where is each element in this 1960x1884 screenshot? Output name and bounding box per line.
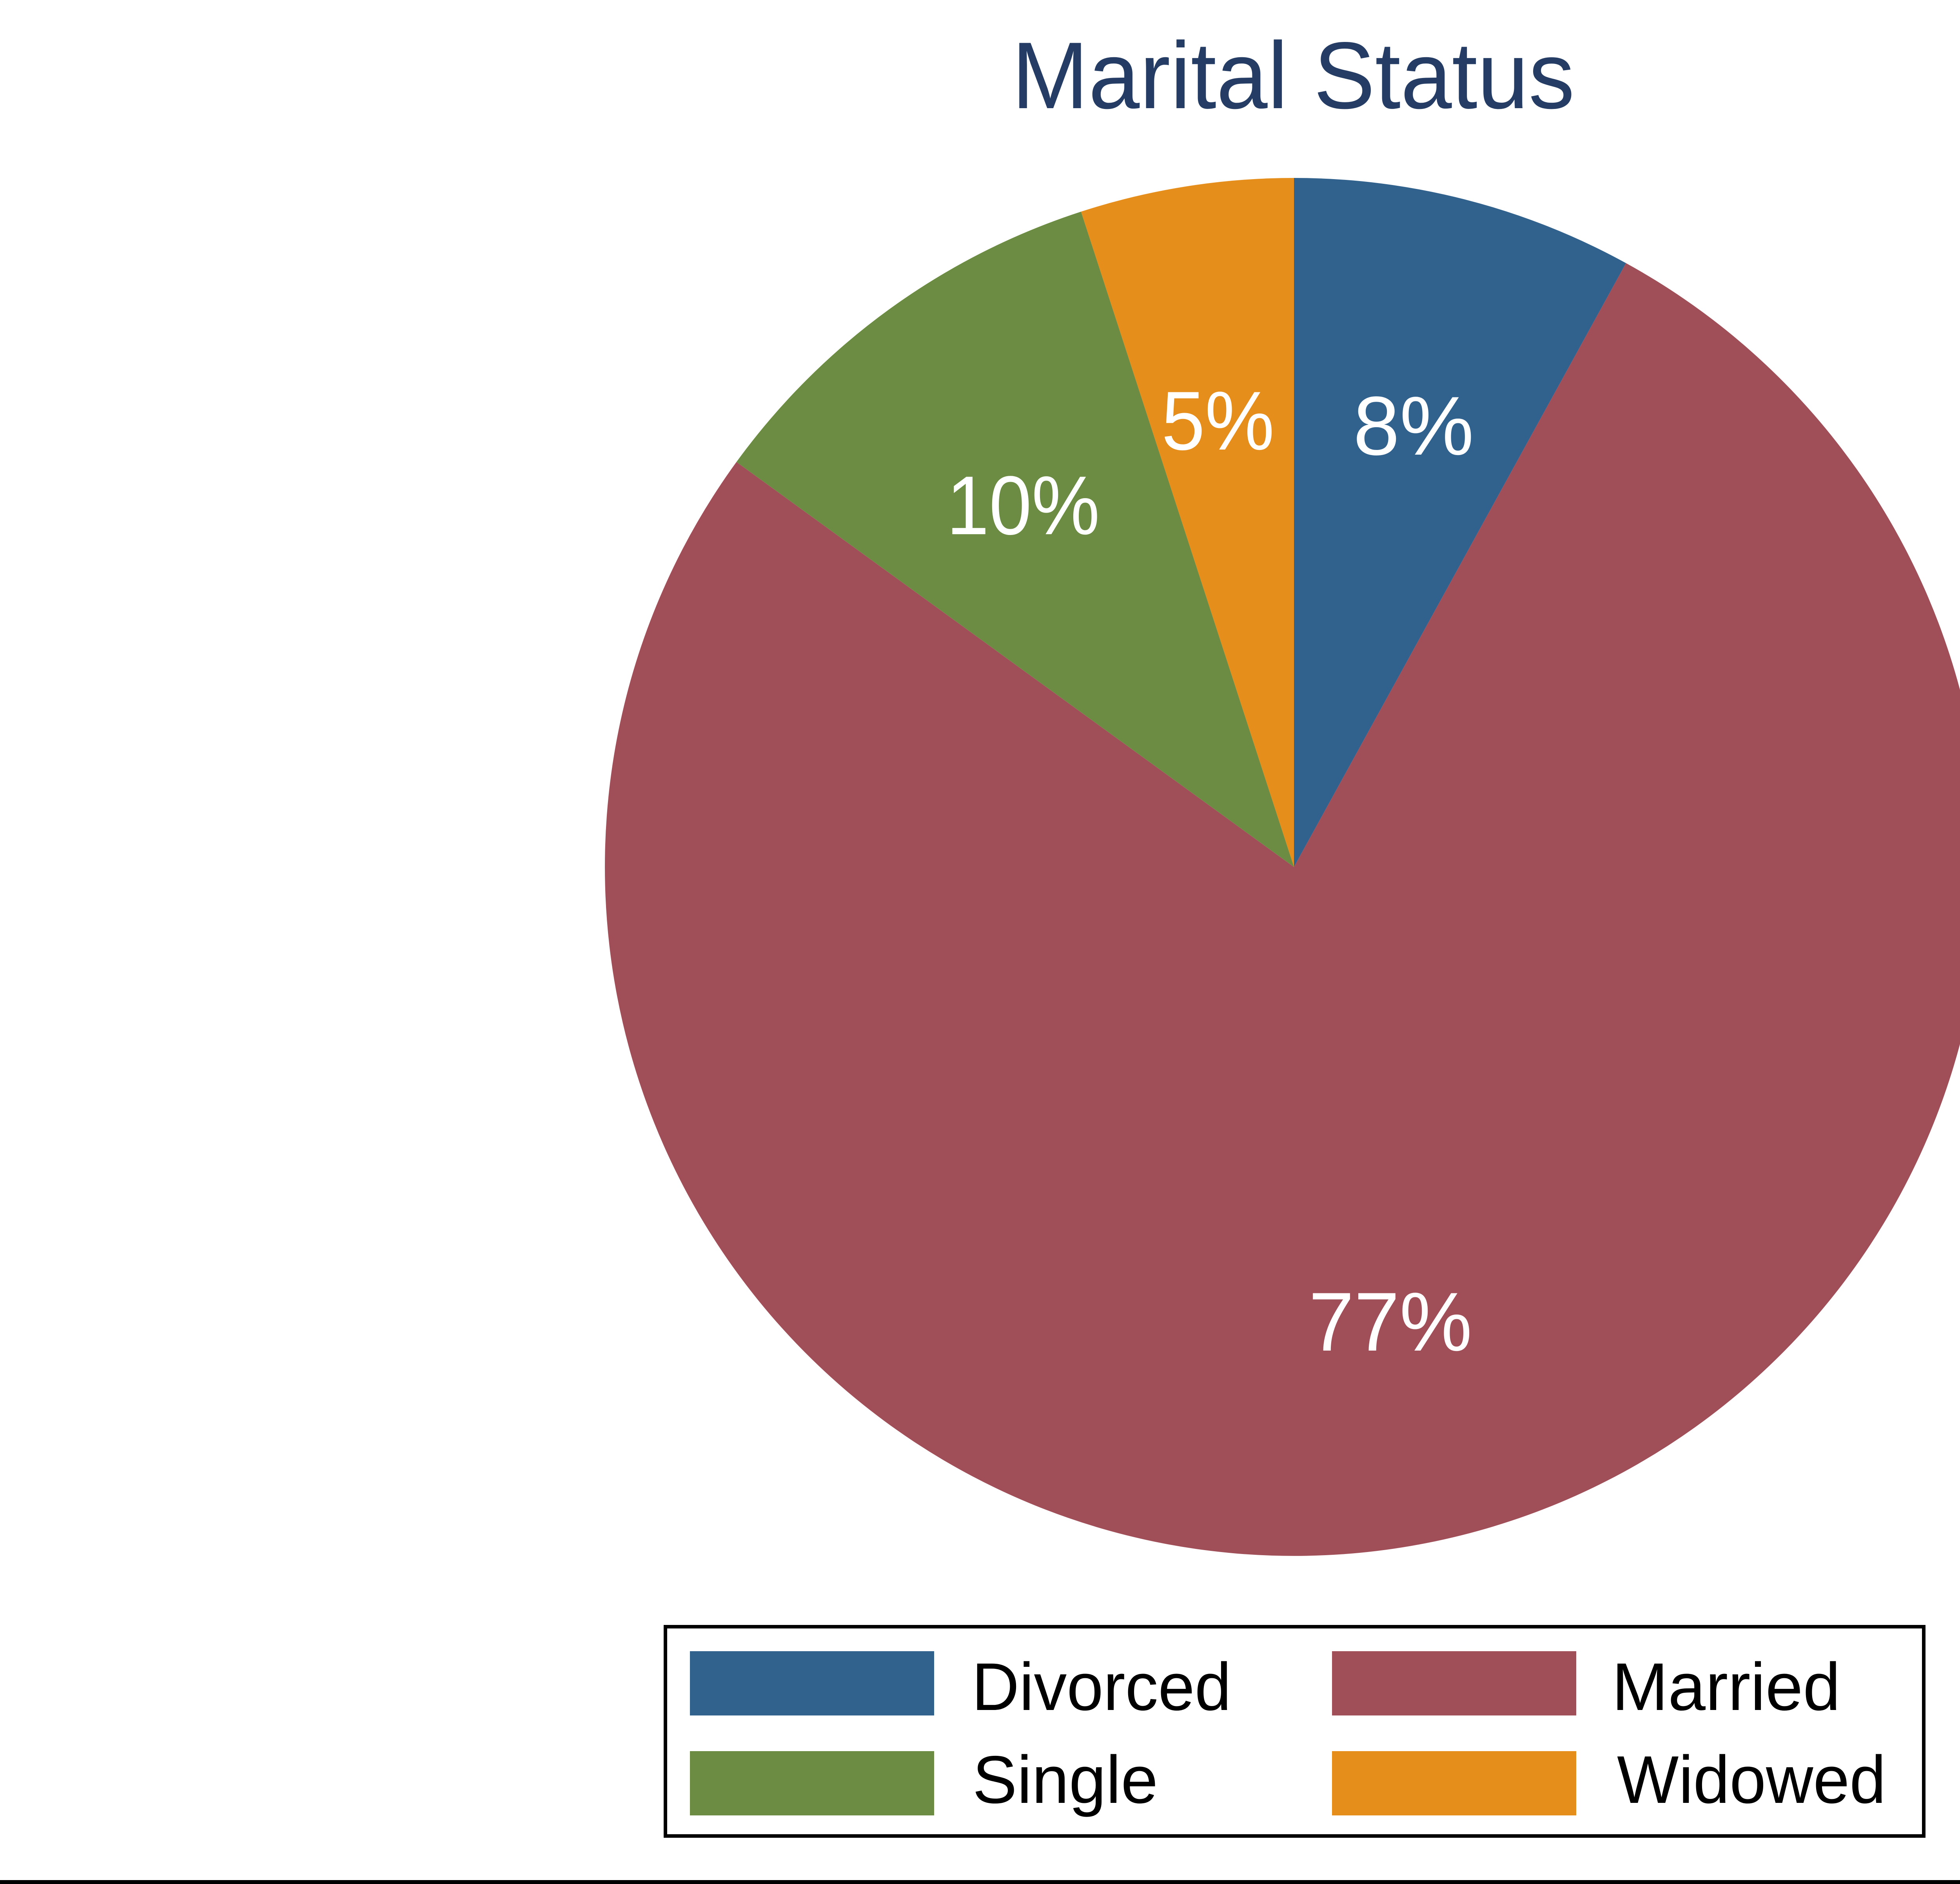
svg-text:77%: 77% <box>1309 1275 1472 1369</box>
svg-text:Marital Status: Marital Status <box>1012 23 1575 129</box>
svg-text:10%: 10% <box>947 459 1100 552</box>
svg-text:Married: Married <box>1612 1649 1840 1724</box>
svg-text:8%: 8% <box>1353 379 1474 473</box>
svg-text:Single: Single <box>973 1742 1158 1817</box>
svg-text:Widowed: Widowed <box>1617 1742 1886 1817</box>
svg-text:Divorced: Divorced <box>972 1649 1231 1724</box>
svg-text:5%: 5% <box>1161 374 1274 468</box>
